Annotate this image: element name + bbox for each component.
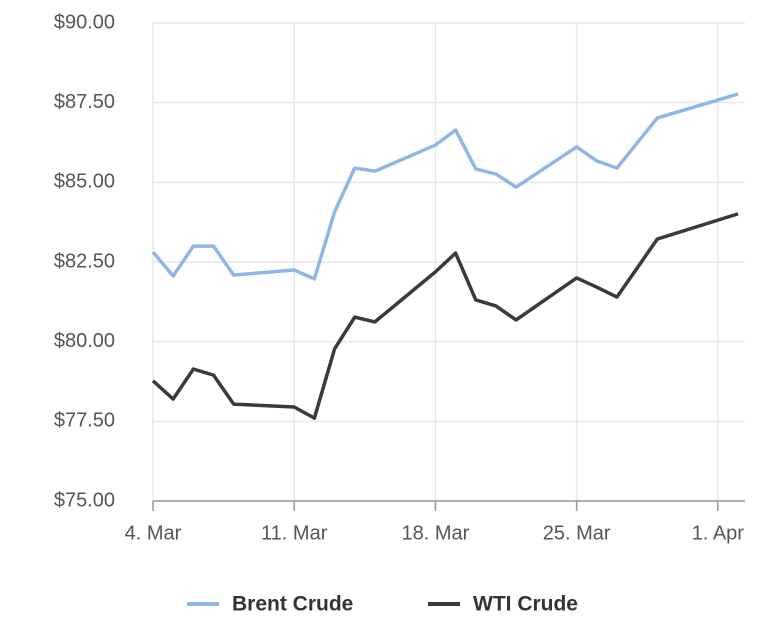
x-tick-label: 18. Mar [402, 522, 470, 544]
legend-label: WTI Crude [473, 593, 578, 616]
y-tick-label: $85.00 [54, 171, 115, 193]
series-line [151, 92, 739, 281]
y-tick-label: $82.50 [54, 250, 115, 272]
x-tick-label: 4. Mar [125, 522, 182, 544]
y-tick-label: $90.00 [54, 11, 115, 33]
x-tick-label: 25. Mar [543, 522, 611, 544]
legend-label: Brent Crude [232, 593, 353, 616]
x-tick-label: 11. Mar [261, 522, 328, 544]
y-tick-label: $80.00 [54, 330, 115, 352]
y-tick-label: $77.50 [54, 410, 115, 432]
series-line [151, 212, 739, 420]
y-tick-label: $75.00 [54, 489, 115, 511]
x-tick-label: 1. Apr [692, 522, 745, 544]
y-tick-label: $87.50 [54, 91, 115, 113]
